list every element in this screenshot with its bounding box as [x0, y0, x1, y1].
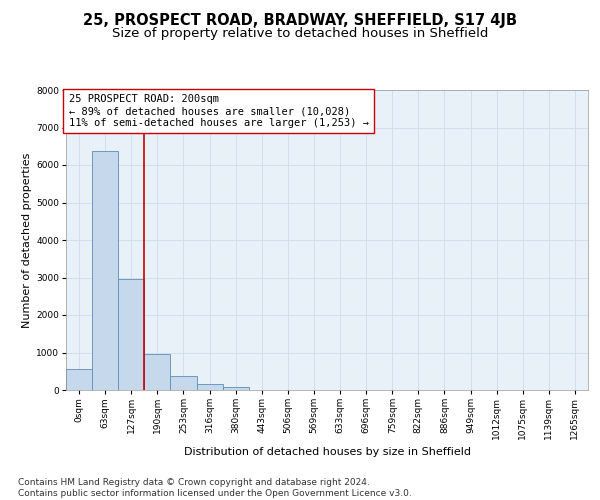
- Bar: [170, 376, 197, 390]
- Bar: [197, 384, 223, 390]
- Y-axis label: Number of detached properties: Number of detached properties: [22, 152, 32, 328]
- Bar: [66, 369, 92, 390]
- Bar: [92, 151, 118, 390]
- Text: Size of property relative to detached houses in Sheffield: Size of property relative to detached ho…: [112, 28, 488, 40]
- X-axis label: Distribution of detached houses by size in Sheffield: Distribution of detached houses by size …: [184, 448, 470, 458]
- Bar: [118, 280, 145, 390]
- Bar: [145, 354, 170, 390]
- Text: 25, PROSPECT ROAD, BRADWAY, SHEFFIELD, S17 4JB: 25, PROSPECT ROAD, BRADWAY, SHEFFIELD, S…: [83, 12, 517, 28]
- Text: 25 PROSPECT ROAD: 200sqm
← 89% of detached houses are smaller (10,028)
11% of se: 25 PROSPECT ROAD: 200sqm ← 89% of detach…: [68, 94, 368, 128]
- Text: Contains HM Land Registry data © Crown copyright and database right 2024.
Contai: Contains HM Land Registry data © Crown c…: [18, 478, 412, 498]
- Bar: [223, 387, 249, 390]
